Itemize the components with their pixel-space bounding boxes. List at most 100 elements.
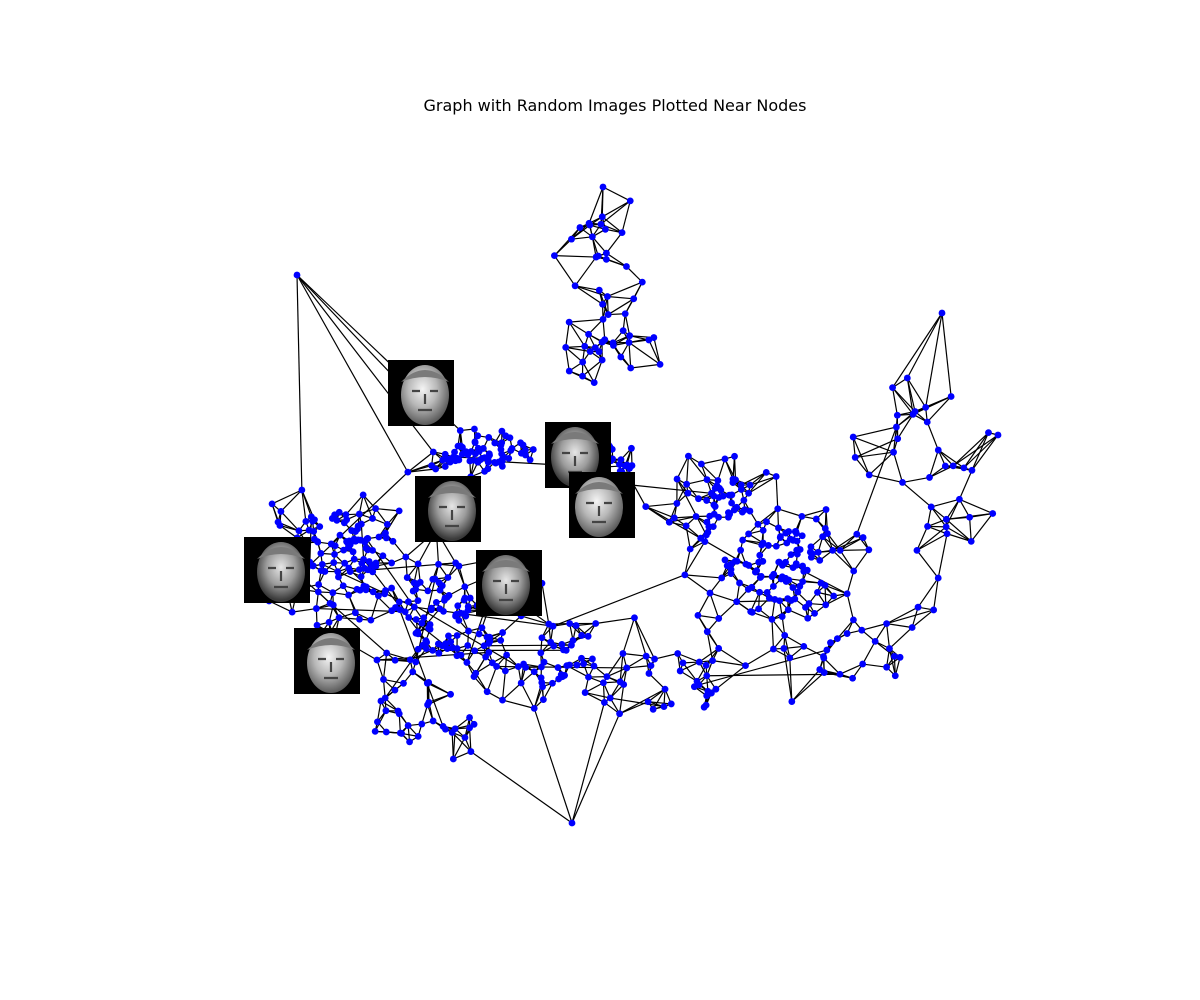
- graph-node: [333, 516, 341, 524]
- graph-node: [388, 559, 396, 567]
- graph-node: [938, 309, 946, 317]
- graph-node: [435, 649, 443, 657]
- graph-edge: [916, 526, 947, 551]
- graph-edge: [565, 322, 570, 348]
- graph-node: [364, 535, 371, 542]
- graph-node: [599, 300, 606, 308]
- graph-node: [715, 615, 723, 622]
- graph-node: [392, 604, 399, 611]
- graph-edge: [752, 611, 773, 620]
- graph-edge: [533, 708, 573, 824]
- graph-node: [721, 556, 729, 564]
- graph-node: [371, 727, 379, 735]
- graph-node: [661, 685, 669, 693]
- graph-node: [843, 590, 851, 598]
- graph-node: [812, 515, 820, 523]
- graph-edge: [296, 274, 303, 490]
- graph-edge: [941, 312, 952, 397]
- graph-edge: [931, 498, 960, 508]
- graph-edge: [709, 592, 737, 603]
- graph-edge: [345, 494, 364, 516]
- graph-node: [369, 588, 377, 596]
- graph-edge: [410, 645, 443, 661]
- graph-edge: [600, 223, 623, 234]
- graph-node: [416, 578, 424, 586]
- graph-node: [909, 410, 917, 418]
- graph-node: [584, 632, 592, 640]
- graph-node: [729, 475, 737, 483]
- graph-edge: [571, 702, 605, 824]
- graph-node: [645, 670, 653, 677]
- graph-edge: [645, 502, 677, 508]
- graph-edge: [591, 236, 607, 254]
- graph-node: [791, 595, 799, 603]
- graph-node: [985, 429, 992, 437]
- graph-node: [789, 584, 797, 591]
- graph-edge: [823, 657, 841, 675]
- graph-node: [703, 497, 711, 504]
- graph-node: [466, 594, 474, 602]
- graph-edge: [916, 533, 948, 551]
- graph-node: [526, 456, 534, 464]
- graph-edge: [568, 321, 586, 347]
- graph-node: [836, 670, 844, 678]
- graph-node: [690, 683, 698, 691]
- graph-node: [777, 533, 784, 540]
- graph-edge: [677, 652, 700, 663]
- graph-node: [618, 229, 626, 237]
- graph-node: [816, 666, 824, 673]
- graph-node: [345, 591, 352, 599]
- graph-node: [890, 652, 898, 660]
- face-features: [268, 566, 294, 589]
- graph-node: [712, 685, 720, 693]
- graph-edge: [339, 617, 360, 620]
- graph-node: [375, 533, 383, 541]
- graph-node: [642, 503, 650, 510]
- graph-node: [268, 500, 276, 508]
- graph-node: [293, 271, 301, 279]
- graph-edge: [788, 609, 808, 619]
- graph-edge: [712, 660, 746, 667]
- graph-node: [424, 587, 432, 595]
- graph-edge: [861, 623, 887, 631]
- graph-edge: [622, 617, 636, 654]
- graph-node: [705, 523, 713, 530]
- graph-edge: [502, 699, 535, 709]
- graph-node: [276, 522, 284, 529]
- graph-edge: [687, 455, 708, 480]
- graph-node: [447, 638, 455, 646]
- graph-node: [706, 589, 714, 597]
- graph-edge: [652, 688, 666, 710]
- graph-node: [418, 720, 426, 728]
- graph-node: [462, 448, 470, 456]
- graph-node: [330, 559, 338, 567]
- graph-node: [805, 600, 813, 607]
- graph-edge: [911, 607, 919, 628]
- graph-node: [782, 529, 790, 537]
- graph-node: [746, 481, 754, 489]
- graph-node: [529, 446, 537, 453]
- graph-node: [702, 701, 710, 709]
- graph-node: [354, 525, 361, 533]
- graph-node: [537, 663, 545, 671]
- graph-edge: [718, 647, 746, 667]
- graph-node: [692, 513, 700, 520]
- graph-node: [391, 686, 399, 694]
- graph-node: [922, 404, 930, 411]
- graph-node: [349, 548, 357, 556]
- graph-node: [807, 543, 815, 551]
- graph-node: [883, 620, 891, 628]
- graph-node: [967, 537, 975, 545]
- graph-edge: [679, 661, 700, 672]
- graph-node: [782, 578, 790, 585]
- graph-node: [353, 585, 361, 593]
- graph-edge: [645, 506, 675, 519]
- graph-node: [362, 583, 370, 591]
- graph-node: [603, 673, 611, 681]
- graph-node: [949, 462, 957, 470]
- graph-node: [288, 608, 296, 616]
- graph-node: [396, 729, 404, 737]
- graph-node: [424, 701, 431, 709]
- graph-node: [697, 460, 705, 468]
